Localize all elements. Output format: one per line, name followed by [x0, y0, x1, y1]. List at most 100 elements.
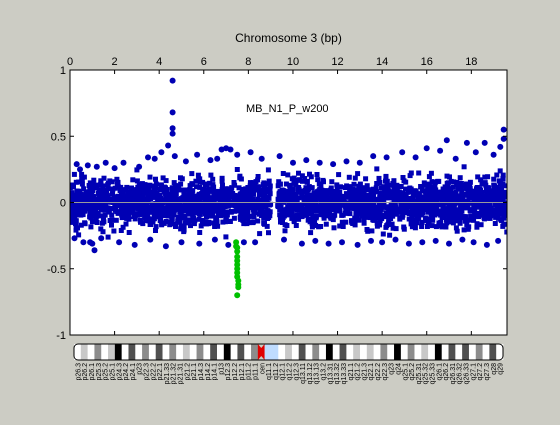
band-point: [408, 221, 414, 227]
x-tick-label: 8: [245, 56, 251, 68]
band-point: [391, 178, 397, 184]
ideogram-band-label: p22.1: [157, 363, 164, 381]
band-point: [260, 204, 266, 210]
band-point: [396, 193, 402, 198]
band-point: [175, 206, 181, 212]
band-point: [426, 205, 432, 210]
band-point: [171, 180, 177, 186]
band-point: [388, 207, 394, 213]
band-point: [436, 220, 442, 226]
band-point: [420, 210, 425, 216]
band-point: [352, 175, 358, 181]
band-point: [467, 183, 473, 189]
band-point: [370, 210, 376, 216]
band-point: [374, 166, 380, 172]
band-point: [159, 183, 164, 189]
band-point: [420, 188, 426, 194]
band-point: [385, 186, 391, 192]
band-point: [498, 192, 503, 198]
ideogram-band-label: q21.1: [348, 363, 355, 381]
band-point: [280, 171, 286, 176]
band-point: [362, 209, 368, 215]
ideogram-band: [434, 344, 443, 360]
band-point: [323, 210, 328, 216]
band-point: [163, 209, 169, 215]
band-point: [192, 194, 198, 200]
band-point: [250, 180, 256, 186]
band-point: [426, 219, 432, 225]
ideogram-band-label: p22.2: [150, 363, 157, 381]
band-point: [390, 225, 396, 231]
band-point: [321, 215, 327, 221]
band-point: [241, 191, 246, 197]
band-point: [236, 200, 242, 206]
ideogram-band-label: p26.3: [75, 363, 82, 381]
band-point: [169, 216, 175, 222]
band-point: [312, 219, 318, 225]
band-point: [473, 188, 479, 194]
band-point: [204, 201, 210, 207]
band-point: [387, 232, 393, 238]
band-point: [361, 217, 367, 223]
band-point: [366, 193, 372, 199]
data-point: [419, 239, 426, 246]
band-point: [73, 204, 79, 210]
band-point: [179, 187, 185, 193]
band-point: [321, 190, 327, 196]
data-point: [437, 147, 444, 154]
ideogram-band: [482, 344, 490, 360]
band-point: [355, 171, 361, 177]
band-point: [79, 181, 85, 187]
band-point: [133, 211, 139, 217]
ideogram-band-label: p14.1: [212, 363, 219, 381]
band-point: [412, 203, 418, 209]
band-point: [170, 210, 176, 216]
band-point: [393, 211, 399, 217]
band-point: [194, 184, 199, 190]
band-point: [133, 204, 139, 210]
band-point: [407, 173, 413, 179]
band-point: [70, 201, 74, 207]
band-point: [351, 193, 357, 199]
band-point: [140, 196, 146, 202]
band-point: [105, 186, 111, 191]
band-point: [70, 182, 76, 188]
band-point: [303, 201, 309, 207]
band-point: [432, 205, 437, 211]
band-point: [283, 208, 288, 214]
band-point: [187, 200, 193, 206]
band-point: [480, 204, 486, 210]
band-point: [295, 187, 301, 193]
band-point: [401, 209, 406, 215]
band-point: [153, 176, 158, 182]
band-point: [464, 217, 470, 223]
data-point: [84, 162, 91, 169]
band-point: [114, 176, 120, 182]
band-point: [316, 224, 322, 230]
x-tick-label: 4: [156, 56, 162, 68]
band-point: [431, 188, 437, 194]
data-point: [459, 236, 466, 243]
data-point: [147, 236, 154, 243]
band-point: [267, 209, 273, 215]
x-tick-label: 0: [67, 56, 73, 68]
band-point: [81, 174, 87, 180]
data-point: [91, 247, 98, 254]
band-point: [197, 179, 203, 185]
band-point: [416, 191, 422, 197]
band-point: [74, 210, 80, 216]
ideogram-band-label: q25.32: [423, 363, 430, 385]
band-point: [256, 205, 262, 211]
band-point: [121, 193, 127, 199]
band-point: [158, 186, 164, 192]
band-point: [76, 196, 82, 202]
band-point: [404, 210, 409, 215]
band-point: [460, 198, 466, 204]
band-point: [225, 203, 231, 209]
band-point: [320, 177, 326, 183]
band-point: [437, 196, 443, 202]
ideogram-band: [189, 344, 197, 360]
band-point: [374, 223, 380, 229]
band-point: [457, 220, 463, 226]
band-point: [94, 184, 100, 190]
